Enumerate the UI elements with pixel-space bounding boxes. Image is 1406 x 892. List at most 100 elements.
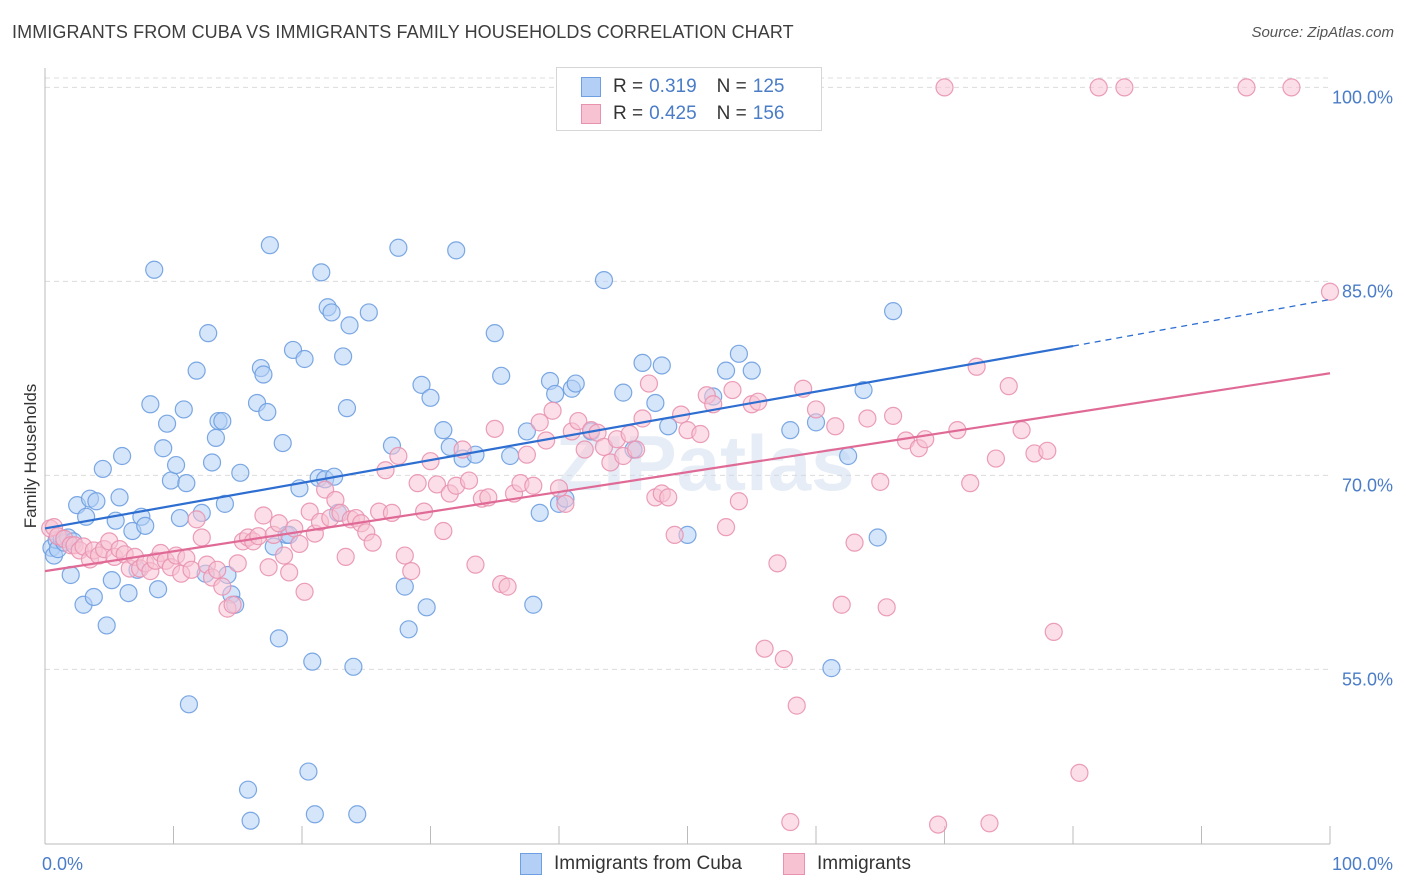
point-immigrants — [832, 595, 851, 614]
point-cuba — [652, 356, 671, 375]
point-immigrants — [459, 471, 479, 490]
point-cuba — [389, 238, 408, 257]
point-cuba — [434, 421, 453, 440]
point-cuba — [854, 380, 873, 400]
legend-swatch-blue — [581, 77, 601, 97]
point-immigrants — [1320, 282, 1340, 301]
grid-lines — [45, 77, 1330, 670]
point-immigrants — [980, 814, 999, 833]
point-immigrants — [967, 357, 986, 376]
point-immigrants — [883, 406, 903, 426]
point-immigrants — [254, 506, 273, 525]
point-cuba — [344, 657, 363, 676]
trend-line-immigrants — [44, 372, 1331, 573]
point-cuba — [87, 492, 106, 511]
point-cuba — [399, 620, 418, 639]
point-immigrants — [363, 533, 382, 552]
point-cuba — [447, 241, 466, 260]
point-cuba — [822, 659, 841, 678]
point-cuba — [716, 361, 736, 380]
point-cuba — [305, 805, 324, 824]
point-cuba — [781, 421, 800, 440]
point-cuba — [213, 411, 232, 431]
point-cuba — [254, 365, 273, 384]
point-immigrants — [986, 449, 1006, 468]
point-immigrants — [1089, 78, 1108, 97]
point-cuba — [395, 577, 414, 596]
y-tick-label: 70.0% — [1342, 475, 1393, 495]
bottom-legend-swatch-pink — [783, 853, 805, 875]
bottom-legend-swatch-blue — [520, 853, 542, 875]
point-cuba — [530, 503, 549, 523]
point-cuba — [166, 455, 186, 475]
point-immigrants — [928, 815, 948, 834]
point-cuba — [566, 374, 585, 393]
point-cuba — [303, 652, 322, 671]
data-points — [41, 78, 1340, 834]
point-immigrants — [549, 479, 569, 498]
point-cuba — [161, 471, 181, 490]
point-immigrants — [402, 562, 421, 581]
point-immigrants — [223, 595, 242, 614]
point-cuba — [883, 302, 903, 321]
point-immigrants — [336, 547, 355, 566]
point-immigrants — [768, 554, 787, 573]
legend-r-value: 0.319 — [649, 76, 697, 97]
legend-n-label: N = — [716, 76, 747, 97]
point-immigrants — [389, 446, 408, 466]
point-cuba — [84, 587, 103, 607]
trend-lines — [44, 298, 1331, 573]
point-cuba — [102, 571, 121, 590]
point-cuba — [337, 399, 357, 418]
point-immigrants — [485, 419, 504, 438]
stats-legend: R = 0.319 N = 125 R = 0.425 N = 156 — [556, 67, 822, 131]
point-immigrants — [1070, 763, 1089, 782]
point-cuba — [348, 805, 367, 824]
legend-r-label: R = — [613, 76, 644, 97]
point-immigrants — [781, 812, 800, 832]
point-cuba — [412, 375, 431, 394]
point-cuba — [202, 453, 222, 472]
point-cuba — [501, 446, 520, 466]
point-immigrants — [187, 510, 206, 529]
legend-swatch-pink — [581, 104, 601, 124]
x-tick-label: 0.0% — [42, 854, 83, 874]
point-immigrants — [787, 696, 806, 715]
point-immigrants — [182, 560, 201, 579]
point-cuba — [170, 508, 190, 528]
bottom-legend-label: Immigrants — [817, 853, 911, 874]
point-cuba — [485, 324, 504, 343]
point-immigrants — [1044, 622, 1063, 641]
point-cuba — [312, 263, 331, 282]
point-immigrants — [620, 424, 639, 444]
point-immigrants — [524, 476, 543, 495]
point-immigrants — [1012, 421, 1031, 440]
x-tick-label: 100.0% — [1332, 854, 1393, 874]
point-cuba — [174, 400, 193, 419]
point-immigrants — [935, 78, 954, 97]
bottom-legend-immigrants: Immigrants — [783, 851, 911, 877]
point-immigrants — [517, 445, 536, 464]
point-cuba — [334, 347, 353, 366]
point-immigrants — [999, 377, 1018, 396]
point-immigrants — [626, 440, 646, 459]
point-cuba — [93, 459, 112, 479]
point-cuba — [206, 428, 226, 447]
point-cuba — [340, 316, 359, 335]
point-cuba — [594, 271, 614, 290]
point-immigrants — [845, 533, 864, 552]
point-immigrants — [826, 417, 845, 436]
point-immigrants — [691, 424, 710, 444]
y-tick-label: 100.0% — [1332, 87, 1393, 107]
point-immigrants — [774, 649, 793, 669]
point-cuba — [199, 324, 218, 343]
point-immigrants — [716, 518, 736, 537]
point-immigrants — [213, 577, 232, 596]
point-cuba — [299, 762, 318, 781]
point-immigrants — [530, 413, 549, 432]
point-immigrants — [569, 411, 588, 431]
point-immigrants — [961, 474, 980, 493]
point-immigrants — [395, 546, 414, 565]
point-cuba — [148, 580, 168, 599]
point-cuba — [112, 446, 132, 466]
